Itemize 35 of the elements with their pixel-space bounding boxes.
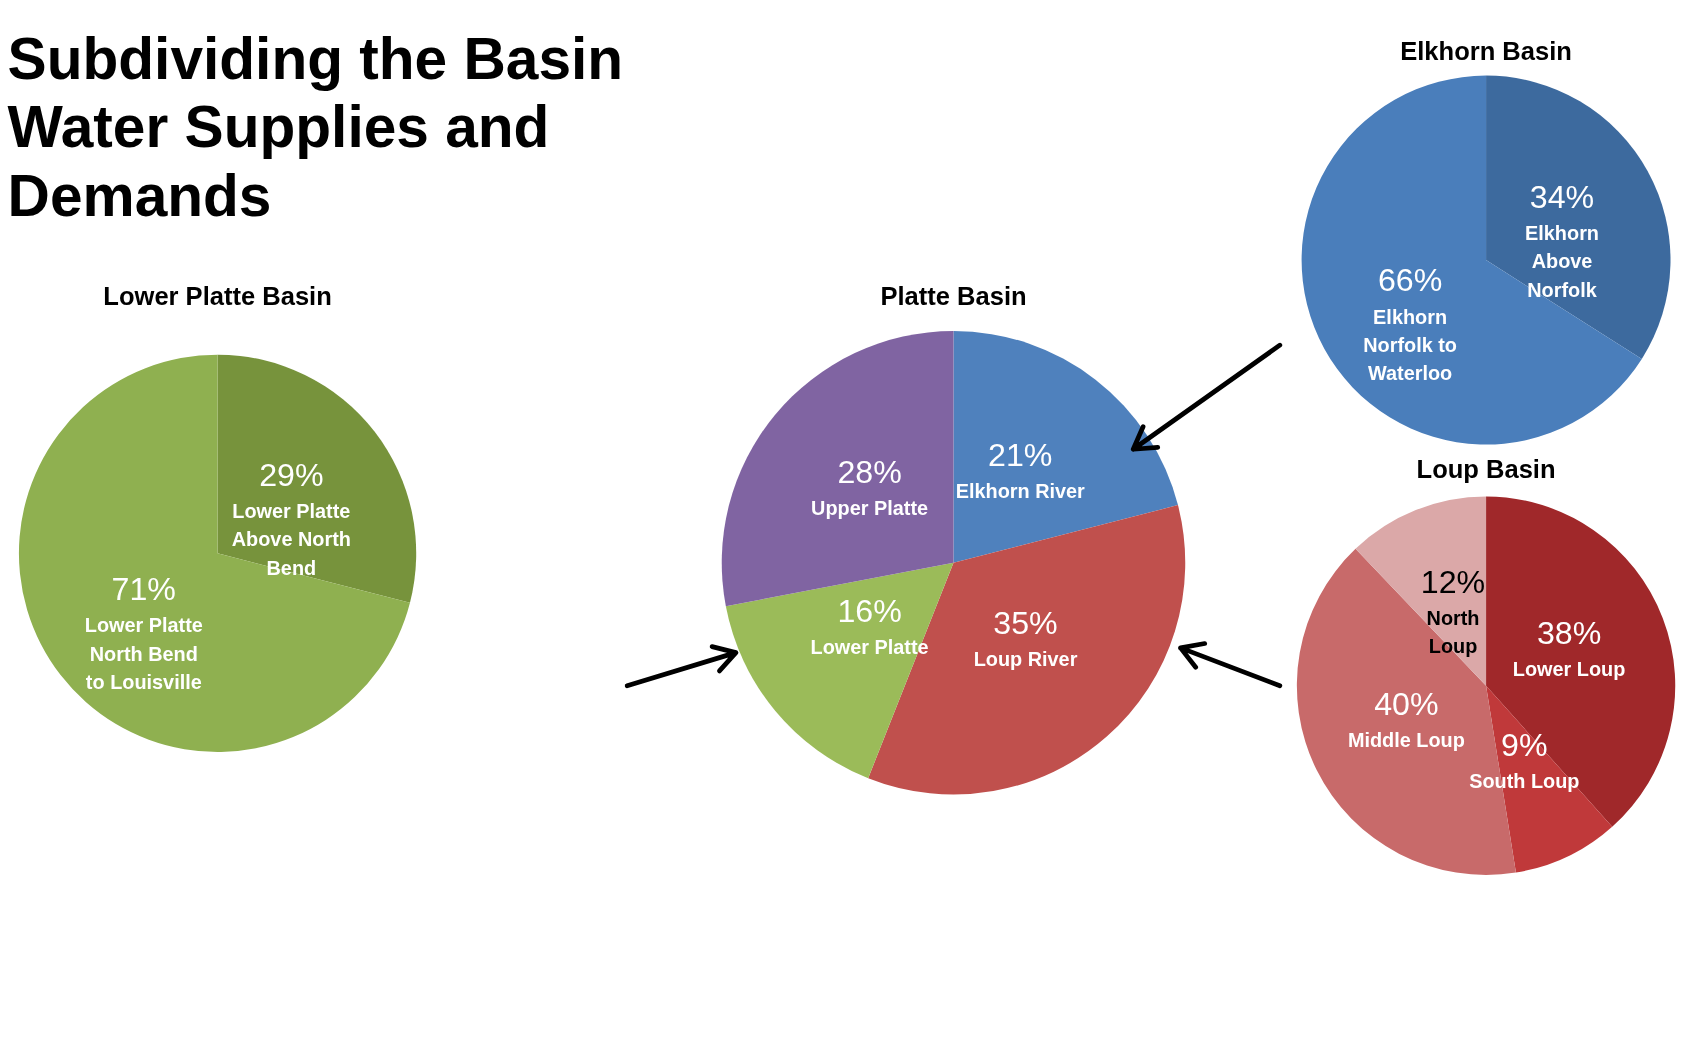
pie-slice	[217, 354, 417, 603]
data-label: 34%	[1529, 178, 1595, 215]
slice-label: Elkhorn River	[955, 480, 1086, 503]
text: Subdividing the Basin Water Supplies and Demands	[7, 26, 624, 228]
slice-label: North Loup	[1426, 606, 1480, 658]
chart-title: Lower Platte Basin	[103, 282, 332, 311]
chart-title: Platte Basin	[880, 282, 1027, 311]
slice-label: Lower Platte North Bend to Louisville	[84, 614, 203, 694]
slice-label: Lower Loup	[1512, 657, 1626, 680]
slice-label: Elkhorn Above Norfolk	[1525, 222, 1599, 301]
pie-slice	[1301, 75, 1642, 445]
pie-slice	[1355, 496, 1487, 686]
slice-label: Lower Platte Above North Bend	[231, 499, 351, 579]
data-label: 35%	[993, 605, 1058, 642]
slice-label: Loup River	[973, 648, 1078, 671]
data-label: 21%	[988, 437, 1053, 474]
data-label: 40%	[1374, 685, 1439, 722]
data-label: 71%	[111, 571, 176, 608]
slice-label: Middle Loup	[1347, 728, 1465, 751]
pie-slice	[725, 562, 954, 779]
data-label: 16%	[837, 592, 902, 629]
data-label: 66%	[1377, 262, 1443, 299]
data-label: 9%	[1501, 726, 1548, 763]
slice-label: South Loup	[1469, 769, 1580, 792]
data-label: 29%	[259, 456, 324, 493]
pie-slice	[19, 354, 410, 752]
pie-slice	[953, 331, 1178, 563]
data-label: 38%	[1536, 614, 1602, 651]
pie-slice	[1486, 75, 1671, 359]
chart-title: Loup Basin	[1416, 454, 1556, 483]
data-label: 28%	[837, 453, 902, 490]
data-label: 12%	[1420, 563, 1486, 600]
slice-label: Upper Platte	[811, 497, 929, 520]
slice-label: Elkhorn Norfolk to Waterloo	[1363, 305, 1457, 385]
chart-title: Elkhorn Basin	[1400, 36, 1572, 65]
